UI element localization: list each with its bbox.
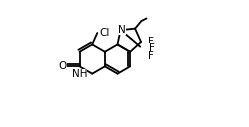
Text: Cl: Cl (99, 28, 110, 38)
Text: O: O (59, 61, 67, 71)
Text: F: F (149, 43, 155, 53)
Text: F: F (148, 37, 154, 47)
Text: NH: NH (72, 69, 87, 79)
Text: F: F (148, 51, 154, 61)
Text: N: N (118, 25, 126, 35)
